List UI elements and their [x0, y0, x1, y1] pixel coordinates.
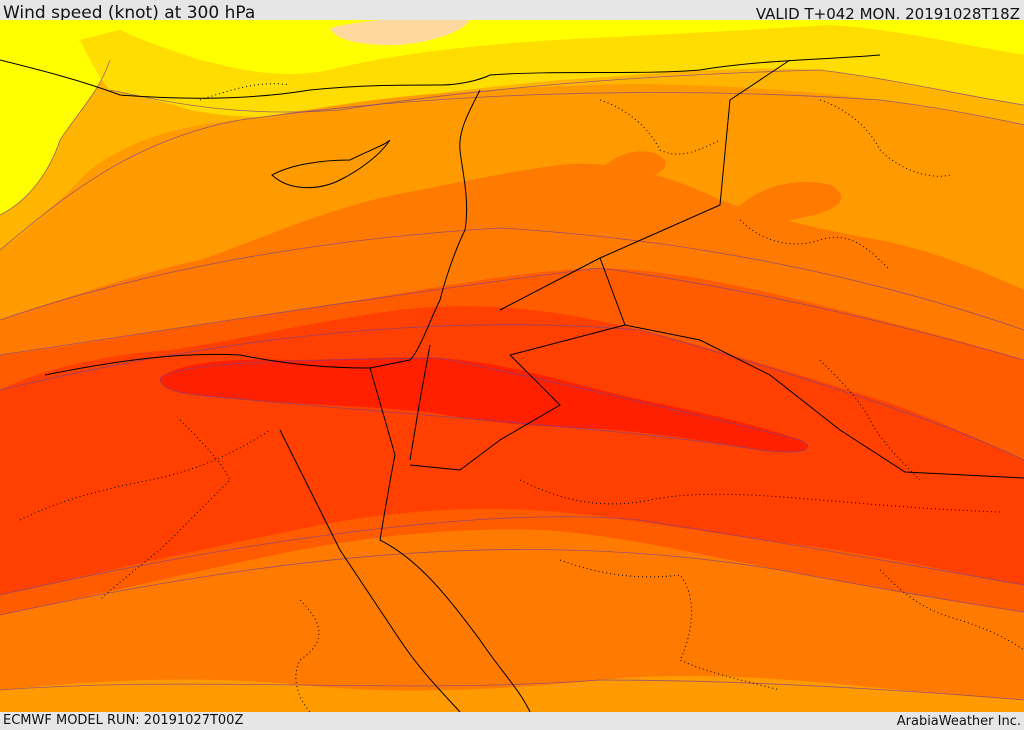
isotach-contour-dark-orange [0, 227, 1024, 331]
sinai-israel-border [369, 367, 396, 456]
internal-boundary-8 [599, 99, 721, 155]
bottom-bar: ECMWF MODEL RUN: 20191027T00Z ArabiaWeat… [0, 712, 1024, 729]
isotach-contour-red-orange [0, 267, 1024, 361]
isotach-contour-south-orange [0, 679, 1024, 701]
internal-boundary-1 [99, 419, 231, 601]
model-run: ECMWF MODEL RUN: 20191027T00Z [3, 713, 244, 728]
band-yellow-west [0, 40, 110, 215]
levant-coastline [44, 89, 481, 376]
band-south [0, 529, 1024, 712]
internal-boundary-5 [819, 359, 921, 481]
internal-boundary-2 [19, 429, 271, 521]
isotach-contour-jet-core [159, 357, 809, 453]
syria-iraq-border [499, 59, 791, 311]
weak-wind-patch [330, 20, 470, 45]
turkey-coastline [0, 54, 881, 99]
isotach-contour-yellow-west [0, 59, 111, 216]
iraq-saudi-border [624, 324, 1024, 479]
isotach-contour-south-red [0, 516, 1024, 596]
isotach-contour-south-red-orange [0, 549, 1024, 616]
internal-boundary-3 [519, 479, 1001, 513]
wind-speed-map [0, 20, 1024, 712]
top-bar: Wind speed (knot) at 300 hPa VALID T+042… [0, 0, 1024, 23]
gulf-of-suez-east-coast [379, 454, 531, 712]
valid-time: VALID T+042 MON. 20191028T18Z [755, 5, 1020, 23]
internal-boundary-9 [295, 599, 320, 712]
band-dark-orange-patch-2 [720, 182, 842, 235]
jet-core [160, 357, 808, 452]
gulf-of-suez-west-coast [279, 429, 461, 712]
isotach-contour-orange [0, 92, 1024, 251]
internal-boundary-4 [559, 559, 781, 691]
cyprus-outline [271, 139, 391, 189]
credit: ArabiaWeather Inc. [896, 714, 1021, 729]
band-dark-orange-patch-1 [598, 151, 666, 185]
internal-boundary-11 [819, 99, 951, 177]
coastlines-and-borders [0, 54, 1024, 712]
israel-jordan-border [409, 344, 431, 461]
band-yellow-north [0, 20, 1024, 85]
band-light-north [80, 25, 1024, 117]
isotach-contour-yellow-north [109, 69, 1024, 113]
map-title: Wind speed (knot) at 300 hPa [3, 3, 256, 23]
internal-boundaries [19, 83, 1024, 712]
internal-boundary-6 [879, 569, 1024, 651]
map-panel [0, 20, 1024, 712]
